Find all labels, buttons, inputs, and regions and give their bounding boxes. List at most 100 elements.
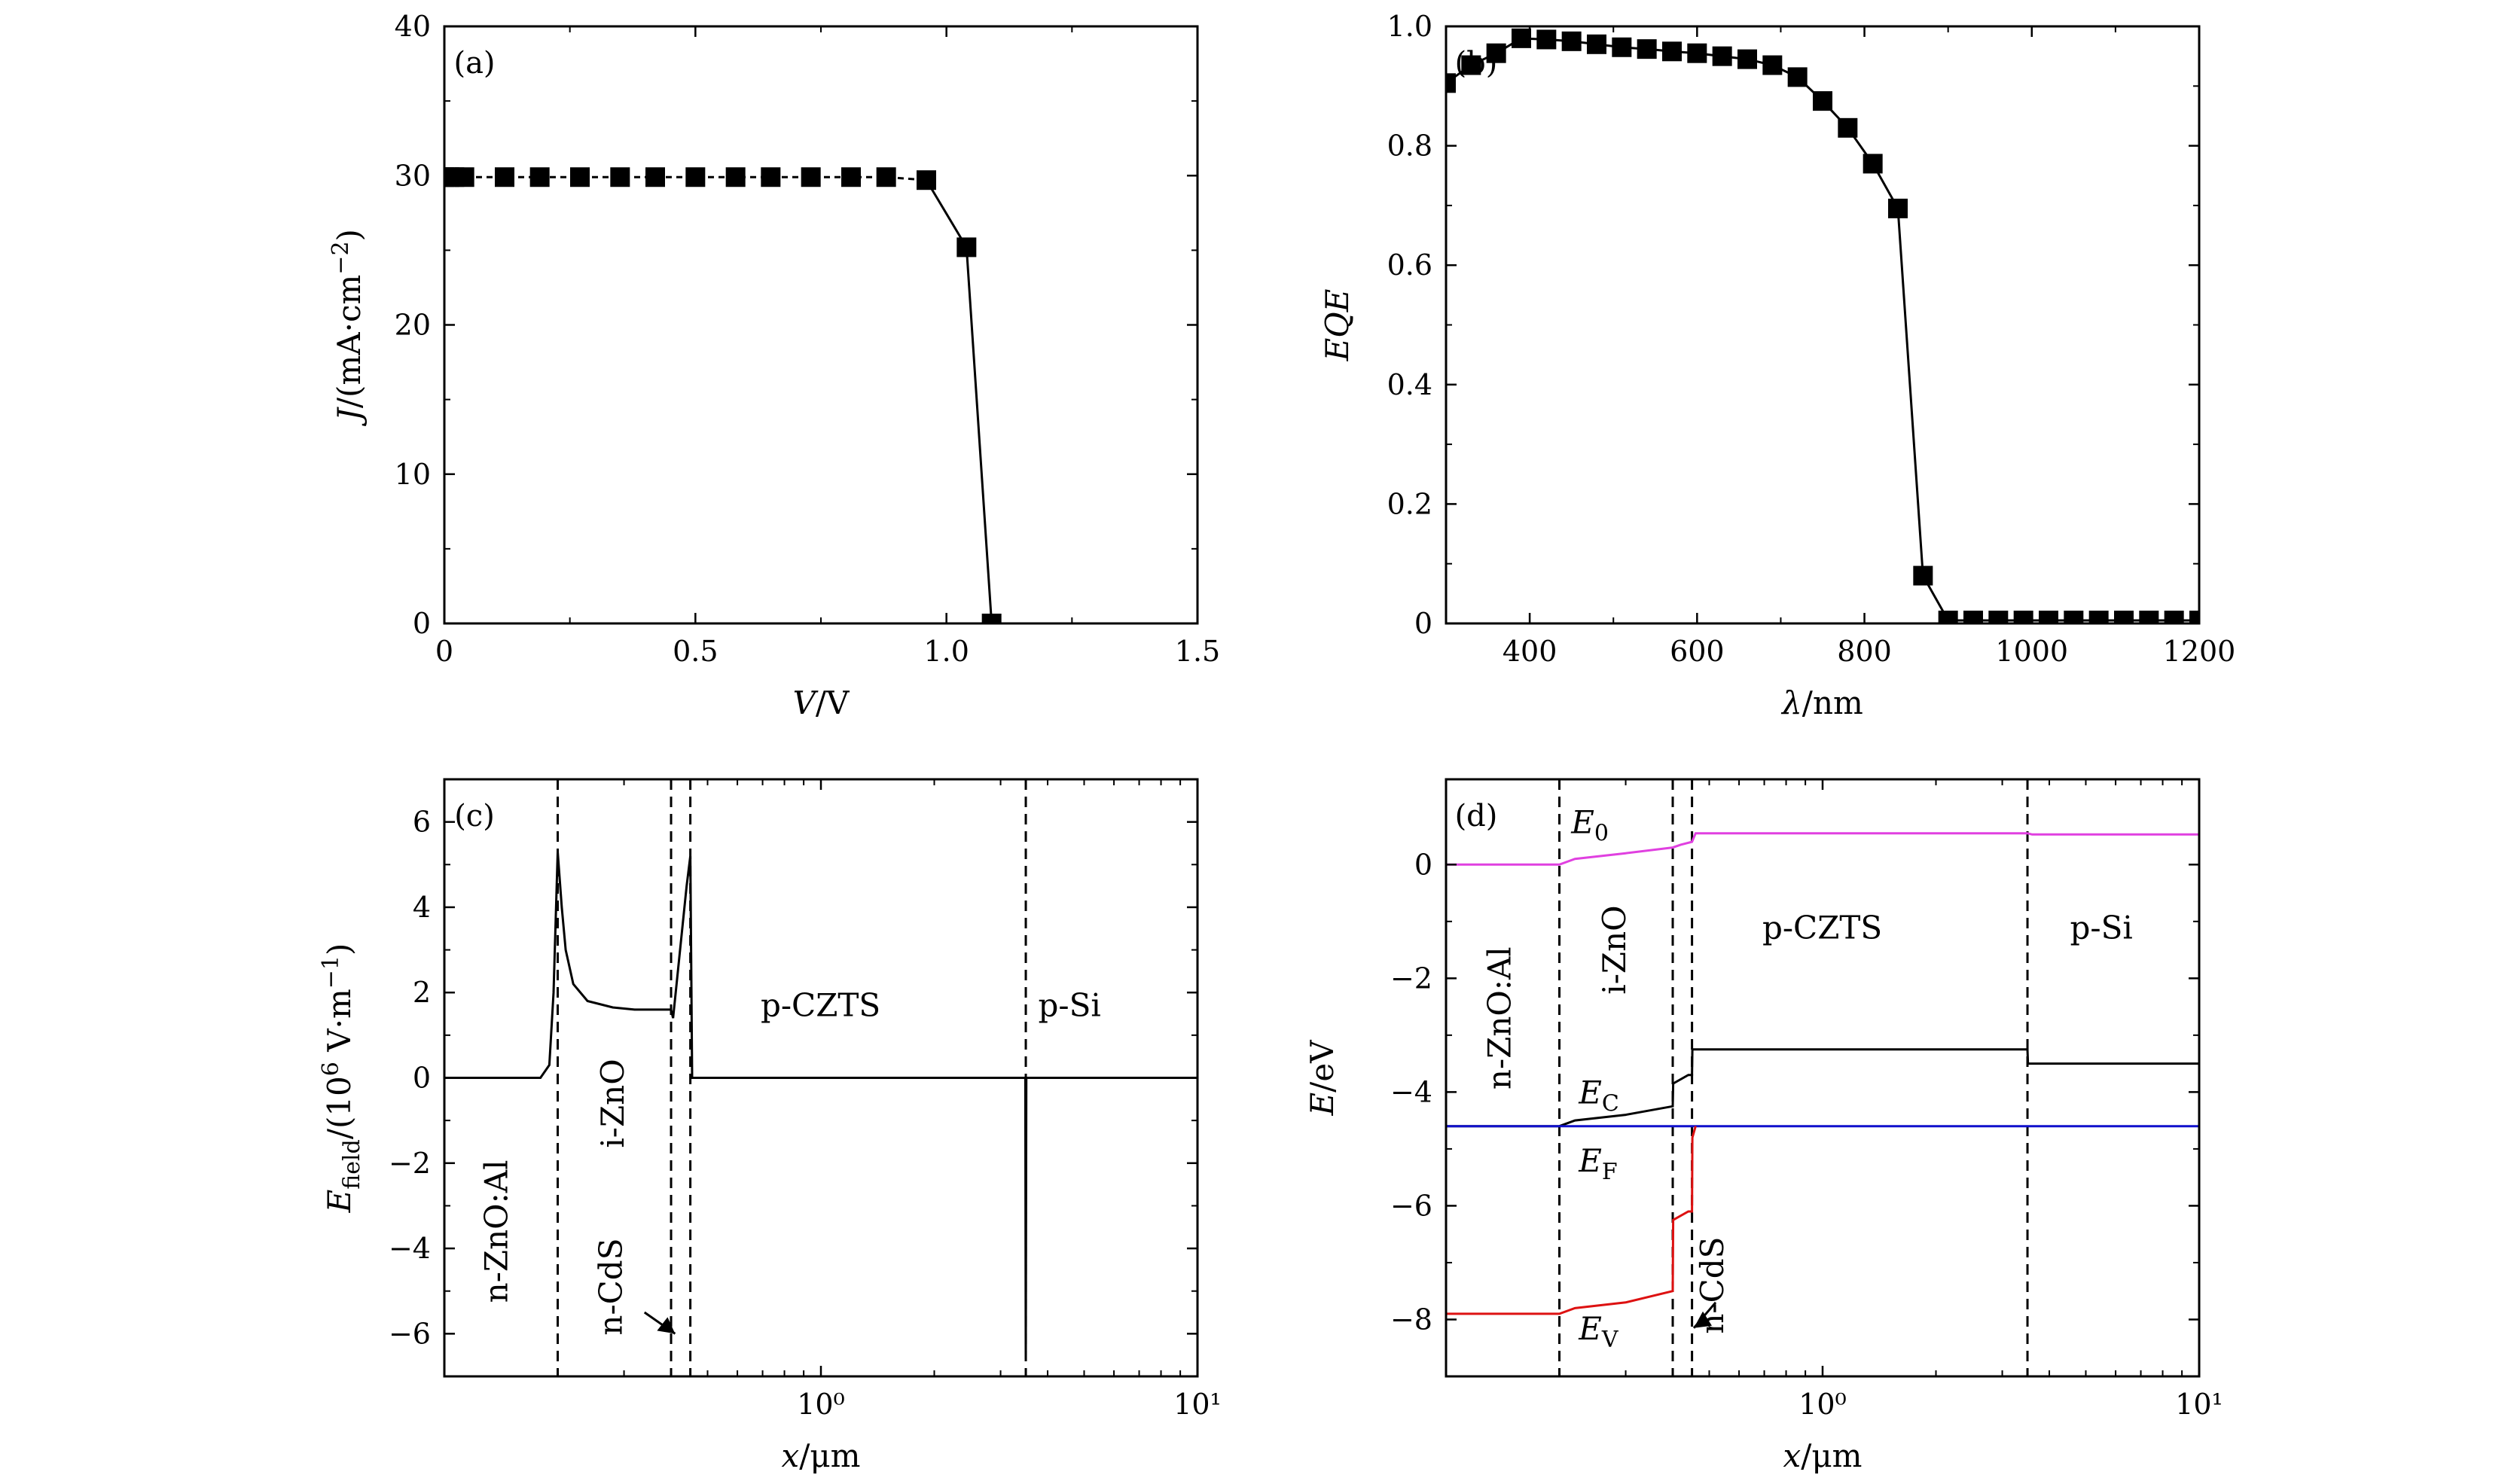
y-tick-label: 30	[395, 159, 431, 192]
region-label-nzno: n-ZnO:Al	[477, 1160, 514, 1303]
arrow-head	[657, 1317, 676, 1334]
y-tick-label: 10	[395, 458, 431, 491]
data-point	[1461, 55, 1481, 75]
y-tick-label: 40	[395, 10, 431, 43]
y-tick-label: −4	[1390, 1075, 1432, 1108]
data-point	[956, 237, 977, 258]
data-point	[1612, 37, 1632, 57]
x-tick-label: 10⁰	[797, 1388, 845, 1421]
arrow-head	[1694, 1311, 1713, 1328]
y-tick-label: −6	[389, 1317, 431, 1350]
data-point	[495, 167, 514, 187]
data-point	[1913, 565, 1933, 586]
data-point	[1637, 39, 1657, 59]
y-tick-label: 0	[1414, 607, 1432, 640]
x-tick-label: 1.0	[923, 635, 969, 668]
data-point	[645, 167, 665, 187]
y-tick-label: 4	[413, 891, 431, 924]
data-point	[1486, 43, 1506, 63]
data-point	[1963, 611, 1983, 623]
data-point	[981, 614, 1002, 623]
data-point	[1687, 43, 1707, 63]
band-ec	[1446, 1048, 2199, 1128]
panel-label: (d)	[1455, 799, 1498, 833]
data-point	[1838, 117, 1858, 138]
x-tick-label: 10⁰	[1798, 1388, 1847, 1421]
y-tick-label: 1.0	[1387, 10, 1432, 43]
region-label-psi: p-Si	[2070, 909, 2133, 946]
region-label-izno: i-ZnO	[1596, 905, 1633, 994]
data-point	[2064, 611, 2084, 623]
panel-d: 10⁰ 10¹ −8 −6 −4 −2 0 (d) n-ZnO:Al i-ZnO p-CZTS p-S…	[1304, 778, 2223, 1474]
x-axis-label: V/V	[793, 684, 850, 721]
x-tick-label: 1200	[2163, 635, 2236, 668]
data-point	[1662, 41, 1682, 62]
x-tick-label: 400	[1503, 635, 1557, 668]
y-tick-label: 2	[413, 976, 431, 1009]
x-axis-label: x/μm	[1783, 1437, 1863, 1474]
data-point	[1988, 611, 2009, 623]
y-tick-label: 0.4	[1387, 368, 1432, 401]
y-tick-label: −8	[1390, 1303, 1432, 1336]
data-point	[2039, 611, 2058, 623]
eqe-curve	[1445, 37, 2199, 622]
data-point	[1888, 198, 1908, 218]
data-point	[801, 167, 821, 187]
y-tick-label: 0.2	[1387, 487, 1432, 520]
x-tick-label: 10¹	[1173, 1388, 1222, 1421]
y-tick-label: −6	[1390, 1189, 1432, 1222]
data-point	[761, 167, 781, 187]
data-point	[1737, 49, 1757, 69]
data-point	[841, 167, 861, 187]
y-tick-label: 0.8	[1387, 130, 1432, 163]
region-label-nzno: n-ZnO:Al	[1481, 946, 1518, 1089]
y-tick-label: −2	[1390, 961, 1432, 995]
data-point	[1938, 611, 1958, 623]
data-point	[1762, 55, 1783, 75]
data-point	[2139, 611, 2159, 623]
data-point	[529, 167, 550, 187]
data-point	[2088, 611, 2109, 623]
region-label-izno: i-ZnO	[594, 1059, 631, 1147]
panel-label: (c)	[454, 799, 495, 833]
data-point	[876, 167, 896, 187]
region-label-ncds: n-CdS	[593, 1239, 630, 1336]
plot-frame	[1445, 25, 2201, 625]
panel-label: (a)	[453, 46, 495, 81]
data-point	[685, 167, 706, 187]
x-tick-label: 0.5	[673, 635, 718, 668]
panel-label: (b)	[1455, 46, 1498, 81]
y-axis-label: EQE	[1319, 289, 1356, 362]
data-point	[610, 167, 630, 187]
region-label-psi: p-Si	[1039, 986, 1101, 1023]
x-tick-label: 800	[1837, 635, 1892, 668]
y-tick-label: 20	[395, 309, 431, 342]
panel-b: 400 600 800 1000 1200 0 0.2 0.4 0.6 0.8 1.0 (b) λ/nm…	[1319, 10, 2235, 721]
label-ef: EF	[1578, 1142, 1618, 1185]
panel-c: 10⁰ 10¹ −6 −4 −2 0 2 4 6 (c) n-ZnO:Al i-ZnO n-CdS p-C…	[318, 778, 1222, 1474]
data-point	[725, 167, 746, 187]
x-tick-label: 600	[1670, 635, 1725, 668]
band-e0	[1446, 832, 2199, 866]
data-point	[570, 167, 590, 187]
y-tick-label: 6	[413, 806, 431, 839]
y-tick-label: 0	[413, 1062, 431, 1095]
y-axis-label: J/(mA·cm−2)	[328, 229, 368, 427]
label-ev: EV	[1578, 1310, 1619, 1353]
region-label-pczts: p-CZTS	[761, 986, 880, 1023]
data-point	[1512, 28, 1531, 48]
panel-a: 0 0.5 1.0 1.5 0 10 20 30 40 (a) V/V J/(mA·cm−2)	[328, 10, 1220, 721]
x-tick-label: 1.5	[1175, 635, 1220, 668]
x-axis-label: λ/nm	[1780, 684, 1863, 721]
data-point	[1561, 31, 1582, 51]
data-point	[2114, 611, 2134, 623]
y-tick-label: 0	[1414, 848, 1432, 881]
y-tick-label: −4	[389, 1232, 431, 1265]
label-ec: EC	[1578, 1074, 1619, 1117]
y-tick-label: 0.6	[1387, 248, 1432, 282]
x-tick-label: 1000	[1995, 635, 2068, 668]
y-axis-label: E/eV	[1304, 1040, 1341, 1117]
data-point	[454, 167, 474, 187]
data-point	[1536, 29, 1557, 50]
